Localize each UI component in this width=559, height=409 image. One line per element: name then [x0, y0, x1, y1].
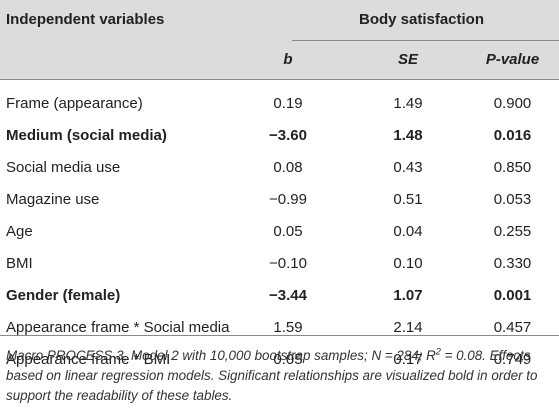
cell-b: 0.05 [273, 351, 303, 368]
table-row: Age 0.05 0.04 0.255 [0, 215, 559, 247]
cell-p-value: 0.749 [493, 351, 532, 368]
header-independent-variables: Independent variables [6, 11, 165, 28]
cell-se: 0.10 [393, 255, 423, 272]
cell-p-value: 0.850 [493, 159, 532, 176]
cell-b: 0.19 [273, 95, 303, 112]
cell-se: 0.43 [393, 159, 423, 176]
table-bottom-rule [0, 335, 559, 336]
table-row: Appearance frame * Social media 1.59 2.14 0… [0, 311, 559, 343]
table-row: BMI −0.10 0.10 0.330 [0, 247, 559, 279]
cell-p-value: 0.255 [493, 223, 532, 240]
cell-p-value: 0.330 [493, 255, 532, 272]
cell-se: 0.04 [393, 223, 423, 240]
table-row: Social media use 0.08 0.43 0.850 [0, 151, 559, 183]
cell-p-value: 0.900 [493, 95, 532, 112]
row-label: Age [6, 223, 33, 240]
cell-b: 0.08 [273, 159, 303, 176]
header-body-satisfaction: Body satisfaction [358, 11, 485, 28]
table-footnote: Macro PROCESS 3, Model 2 with 10,000 boo… [6, 346, 554, 406]
cell-p-value: 0.001 [493, 287, 532, 304]
column-header-se: SE [397, 51, 418, 68]
cell-b: −3.44 [269, 287, 307, 304]
footnote-superscript: 2 [435, 346, 441, 357]
cell-b: 1.59 [273, 319, 303, 336]
cell-se: 1.07 [393, 287, 423, 304]
column-header-p-value: P-value [485, 51, 540, 68]
cell-p-value: 0.457 [493, 319, 532, 336]
row-label: Medium (social media) [6, 127, 167, 144]
cell-se: 0.51 [393, 191, 423, 208]
row-label: BMI [6, 255, 33, 272]
table-row: Appearance frame * BMI 0.05 0.17 0.749 [0, 343, 559, 375]
cell-se: 1.49 [393, 95, 423, 112]
table-row: Magazine use −0.99 0.51 0.053 [0, 183, 559, 215]
cell-p-value: 0.016 [493, 127, 532, 144]
row-label: Social media use [6, 159, 121, 176]
row-label: Magazine use [6, 191, 100, 208]
footnote-text-part1: Macro PROCESS 3, Model 2 with 10,000 boo… [6, 348, 436, 363]
cell-se: 1.48 [393, 127, 423, 144]
group-underline [292, 40, 559, 41]
cell-b: −0.99 [269, 191, 307, 208]
header-bottom-rule [0, 79, 559, 80]
cell-b: −0.10 [269, 255, 307, 272]
cell-se: 2.14 [393, 319, 423, 336]
table-subheader-band [0, 40, 559, 80]
footnote-text-part2: = 0.08. Effects based on linear regressi… [6, 348, 538, 403]
row-label: Appearance frame * BMI [6, 351, 171, 368]
table-row: Frame (appearance) 0.19 1.49 0.900 [0, 87, 559, 119]
row-label: Gender (female) [6, 287, 121, 304]
table-row: Gender (female) −3.44 1.07 0.001 [0, 279, 559, 311]
cell-b: −3.60 [269, 127, 307, 144]
cell-b: 0.05 [273, 223, 303, 240]
cell-p-value: 0.053 [493, 191, 532, 208]
column-header-b: b [283, 51, 293, 68]
row-label: Appearance frame * Social media [6, 319, 230, 336]
cell-se: 0.17 [393, 351, 423, 368]
table-header-band [0, 0, 559, 40]
row-label: Frame (appearance) [6, 95, 143, 112]
table-row: Medium (social media) −3.60 1.48 0.016 [0, 119, 559, 151]
